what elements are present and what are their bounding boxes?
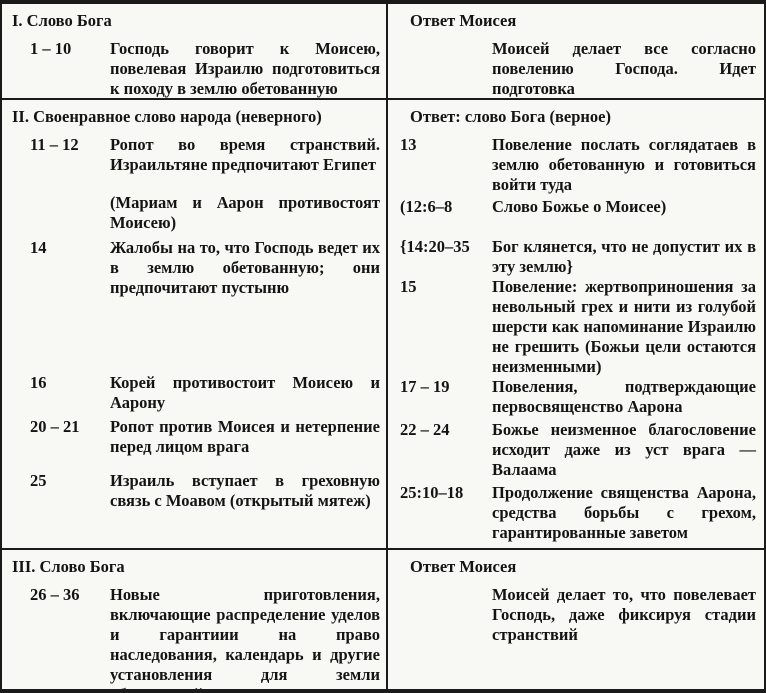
entry-ref: 13 (400, 135, 417, 154)
section-1-left-header: I. Слово Бога (12, 11, 112, 30)
entry-ref: 25 (30, 471, 47, 490)
entry-ref: (12:6–8 (400, 197, 453, 216)
table-entry: 20 – 21 Ропот против Моисея и нетерпение… (10, 417, 380, 457)
entry-text: Повеления, подтверждающие первосвященств… (492, 377, 756, 416)
section-1-right-cell: Ответ Моисея Моисей делает все согласно … (386, 4, 764, 100)
section-3-right-header: Ответ Моисея (410, 557, 517, 576)
entry-text: Ропот во время странствий. Израильтяне п… (110, 135, 380, 174)
table-entry: 25 Израиль вступает в греховную связь с … (10, 471, 380, 511)
table-entry: 1 – 10 Господь говорит к Моисею, повелев… (10, 39, 380, 98)
table-entry: Моисей делает все согласно повелению Гос… (400, 39, 756, 98)
section-2-left-header: II. Своенравное слово народа (неверного) (12, 107, 322, 126)
entry-text: Моисей делает все согласно повелению Гос… (492, 39, 756, 98)
entry-ref: 14 (30, 238, 47, 257)
section-3-right-cell: Ответ Моисея Моисей делает то, что повел… (386, 550, 764, 689)
section-2-right-cell: Ответ: слово Бога (верное) 13 Повеление … (386, 100, 764, 550)
table-entry: 15 Повеление: жертвоприношения за неволь… (400, 277, 756, 377)
entry-text: Повеление: жертвоприношения за невольный… (492, 277, 756, 376)
table-entry: 25:10–18 Продолжение священства Аарона, … (400, 483, 756, 543)
entry-text: Ропот против Моисея и нетерпение перед л… (110, 417, 380, 456)
table-entry: 17 – 19 Повеления, подтверждающие первос… (400, 377, 756, 417)
entry-ref: 15 (400, 277, 417, 296)
entry-text: Продолжение священства Аарона, средства … (492, 483, 756, 542)
section-3-left-cell: III. Слово Бога 26 – 36 Новые приготовле… (2, 550, 386, 689)
entry-ref: 25:10–18 (400, 483, 464, 502)
entry-text: Слово Божье о Моисее) (492, 197, 667, 216)
table-entry: (Мариам и Аарон противостоят Моисею) (10, 193, 380, 233)
entry-ref: 17 – 19 (400, 377, 450, 396)
table-entry: 22 – 24 Божье неизменное благословение и… (400, 420, 756, 480)
table-entry: 13 Повеление послать соглядатаев в землю… (400, 135, 756, 195)
entry-text: Господь говорит к Моисею, повелевая Изра… (110, 39, 380, 98)
entry-ref: 26 – 36 (30, 585, 80, 604)
table-entry: 11 – 12 Ропот во время странствий. Израи… (10, 135, 380, 175)
entry-text: Израиль вступает в греховную связь с Моа… (110, 471, 380, 510)
entry-text: (Мариам и Аарон противостоят Моисею) (110, 193, 380, 232)
entry-ref: 1 – 10 (30, 39, 72, 58)
entry-ref: 20 – 21 (30, 417, 80, 436)
entry-ref: 22 – 24 (400, 420, 450, 439)
section-1-left-cell: I. Слово Бога 1 – 10 Господь говорит к М… (2, 4, 386, 100)
section-2-right-header: Ответ: слово Бога (верное) (410, 107, 611, 126)
section-2-left-cell: II. Своенравное слово народа (неверного)… (2, 100, 386, 550)
table-entry: Моисей делает то, что повелевает Господь… (400, 585, 756, 645)
entry-text: Новые приготовления, включающие распреде… (110, 585, 380, 689)
table-entry: 14 Жалобы на то, что Господь ведет их в … (10, 238, 380, 298)
table-entry: {14:20–35 Бог клянется, что не допустит … (400, 237, 756, 277)
entry-text: Божье неизменное благословение исходит д… (492, 420, 756, 479)
entry-text: Моисей делает то, что повелевает Господь… (492, 585, 756, 644)
entry-ref: 16 (30, 373, 47, 392)
table-entry: (12:6–8 Слово Божье о Моисее) (400, 197, 756, 217)
entry-text: Корей противостоит Моисею и Аарону (110, 373, 380, 412)
section-1-right-header: Ответ Моисея (410, 11, 517, 30)
table-entry: 26 – 36 Новые приготовления, включающие … (10, 585, 380, 689)
entry-text: Жалобы на то, что Господь ведет их в зем… (110, 238, 380, 297)
section-3-left-header: III. Слово Бога (12, 557, 125, 576)
table-entry: 16 Корей противостоит Моисею и Аарону (10, 373, 380, 413)
entry-ref: 11 – 12 (30, 135, 79, 154)
entry-text: Бог клянется, что не допустит их в эту з… (492, 237, 756, 276)
entry-text: Повеление послать соглядатаев в землю об… (492, 135, 756, 194)
entry-ref: {14:20–35 (400, 237, 470, 256)
